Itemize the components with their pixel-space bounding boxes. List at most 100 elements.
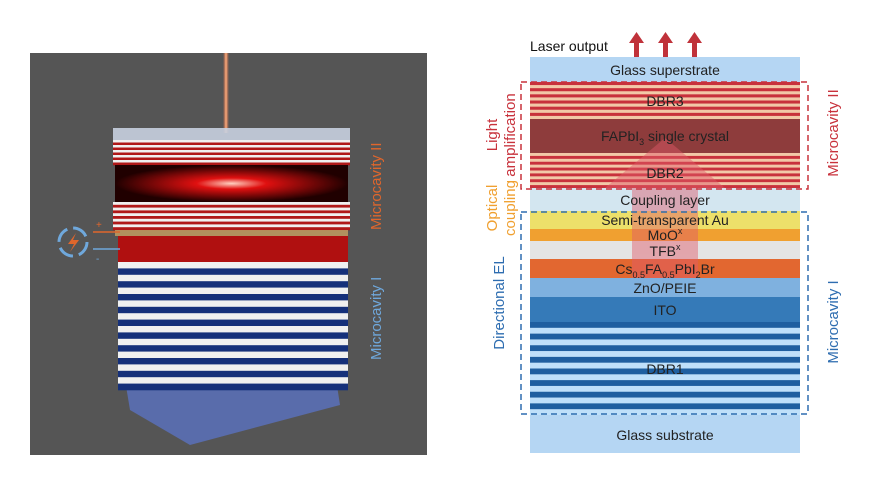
stripe [118,319,348,327]
ito-label: ITO [653,302,676,318]
stripe [118,313,348,320]
stripe [113,221,350,225]
stripe [113,213,350,217]
stripe [530,339,800,346]
stripe [530,322,800,329]
plus-sign: + [96,220,102,231]
stripe [118,332,348,340]
stripe [113,155,350,158]
stripe [530,380,800,387]
stripe [118,351,348,359]
glass-substrate-layer [530,415,800,453]
stripe [530,182,800,186]
light-amplification-label: Lightamplification [484,93,519,176]
stripe [530,85,800,89]
stripe [118,274,348,282]
stripe [530,327,800,334]
fapbi3-crystal-3d [115,165,348,202]
stripe [530,100,800,104]
stripe [530,351,800,358]
stripe [113,202,350,206]
directional-el-label: Directional EL [491,256,508,349]
dbr1-3d [118,262,348,391]
stripe [530,91,800,95]
stripe [530,385,800,393]
stripe [118,338,348,346]
stripe [530,356,800,363]
stripe [530,164,800,168]
dbr2-layer [530,153,800,189]
stripe [118,268,348,276]
microcavity-ii-label: Microcavity II [825,89,842,177]
arrow-up-icon [687,32,702,57]
stripe [118,370,348,378]
stripe [113,218,350,222]
stripe [530,173,800,177]
stripe [530,403,800,410]
stripe [530,161,800,165]
microcavity-i-label: Microcavity I [825,280,842,363]
stripe [530,88,800,92]
stripe [530,374,800,381]
stripe [118,326,348,333]
stripe [118,300,348,308]
dbr3-label: DBR3 [646,93,684,109]
lightning-bolt-icon [68,233,79,252]
perovskite-layer [530,259,800,278]
glass-superstrate-3d [113,128,350,140]
stripe [118,281,348,288]
dbr3-layer [530,82,800,120]
stripe [113,157,350,161]
moox-label: MoOx [648,226,683,243]
stripe [113,216,350,220]
stripe [530,409,800,416]
microcavity-ii-box [520,81,809,190]
stripe [530,362,800,369]
arrow-up-icon [658,32,673,57]
stripe [530,179,800,183]
stripe [118,383,348,391]
stripe [113,227,350,231]
emission-arrow [605,138,725,278]
stripe [530,115,800,120]
stripe [530,106,800,111]
label-microcavity-i: Microcavity I [368,277,385,360]
stripe [530,94,800,98]
stripe [118,287,348,295]
dbr2-label: DBR2 [646,165,684,181]
stripe [113,162,350,166]
stripe [113,142,350,146]
stripe [530,112,800,117]
stripe [113,210,350,214]
stripe [118,306,348,314]
stripe [530,97,800,101]
stripe [530,153,800,157]
stripe [530,185,800,189]
emitter-layer-3d [118,236,348,262]
stripe [118,345,348,352]
au-layer-3d [115,230,348,236]
laser-output-arrows [629,32,702,57]
au-layer [530,211,800,229]
stripe [113,150,350,153]
coupling-layer-label: Coupling layer [620,192,710,208]
dbr1-label: DBR1 [646,361,684,377]
stripe [118,294,348,301]
stripe [530,176,800,180]
stripe [530,368,800,375]
stripe [530,345,800,352]
stripe [113,160,350,163]
glass-substrate-label: Glass substrate [616,427,713,443]
optical-coupling-label: Opticalcoupling [484,180,519,236]
glass-superstrate-layer [530,57,800,82]
laser-beam [223,53,229,133]
au-label: Semi-transparent Au [601,212,729,228]
stripe [113,204,350,208]
coupling-layer [530,188,800,211]
device-3d-render: Microcavity II Microcavity I + - [30,53,427,455]
moox-layer [530,229,800,241]
stripe [118,262,348,269]
stripe [118,377,348,384]
stripe [530,333,800,340]
